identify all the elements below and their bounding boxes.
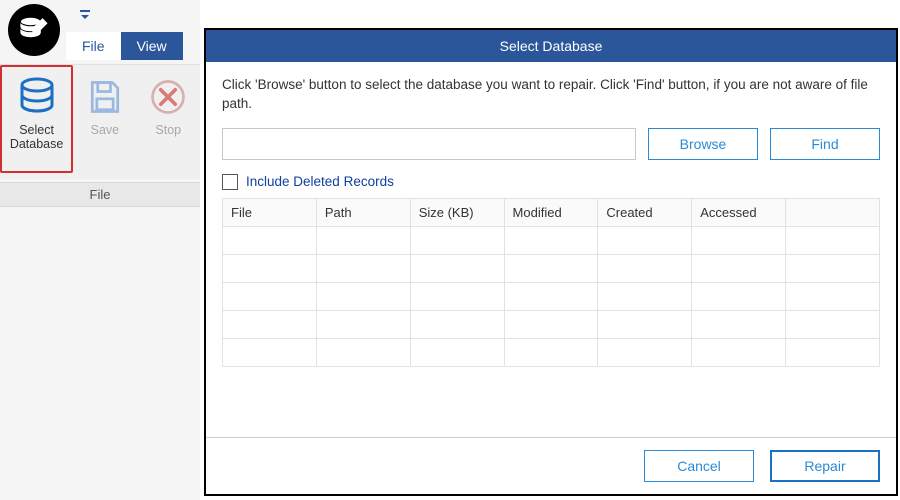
table-cell (786, 282, 880, 310)
table-cell (504, 226, 598, 254)
table-cell (410, 338, 504, 366)
table-cell (598, 226, 692, 254)
table-cell (598, 310, 692, 338)
table-cell (316, 282, 410, 310)
col-modified[interactable]: Modified (504, 198, 598, 226)
table-cell (504, 254, 598, 282)
save-label: Save (73, 123, 136, 137)
stop-button: Stop (137, 65, 200, 137)
database-repair-icon (17, 13, 51, 47)
col-accessed[interactable]: Accessed (692, 198, 786, 226)
table-cell (316, 254, 410, 282)
find-button[interactable]: Find (770, 128, 880, 160)
table-cell (786, 226, 880, 254)
tab-view[interactable]: View (121, 32, 183, 60)
table-cell (223, 226, 317, 254)
table-cell (504, 310, 598, 338)
ribbon-group-label: File (0, 182, 200, 207)
include-deleted-row[interactable]: Include Deleted Records (222, 174, 880, 190)
table-row[interactable] (223, 226, 880, 254)
include-deleted-checkbox[interactable] (222, 174, 238, 190)
table-cell (504, 282, 598, 310)
table-cell (786, 338, 880, 366)
table-cell (316, 310, 410, 338)
database-icon (15, 75, 59, 119)
table-cell (692, 338, 786, 366)
select-database-label2: Database (2, 137, 71, 151)
table-cell (598, 254, 692, 282)
table-cell (223, 338, 317, 366)
select-database-label1: Select (2, 123, 71, 137)
browse-button[interactable]: Browse (648, 128, 758, 160)
table-cell (410, 282, 504, 310)
table-cell (223, 282, 317, 310)
table-cell (223, 254, 317, 282)
table-row[interactable] (223, 310, 880, 338)
stop-label: Stop (137, 123, 200, 137)
table-cell (598, 282, 692, 310)
dialog-instruction: Click 'Browse' button to select the data… (222, 76, 880, 114)
include-deleted-label: Include Deleted Records (246, 174, 394, 189)
stop-icon (146, 75, 190, 119)
table-row[interactable] (223, 338, 880, 366)
dialog-body: Click 'Browse' button to select the data… (206, 62, 896, 437)
col-created[interactable]: Created (598, 198, 692, 226)
col-path[interactable]: Path (316, 198, 410, 226)
table-cell (598, 338, 692, 366)
table-cell (786, 310, 880, 338)
table-cell (786, 254, 880, 282)
database-path-input[interactable] (222, 128, 636, 160)
table-row[interactable] (223, 282, 880, 310)
repair-button[interactable]: Repair (770, 450, 880, 482)
qat-dropdown-icon[interactable] (78, 8, 92, 22)
table-cell (410, 254, 504, 282)
results-table: File Path Size (KB) Modified Created Acc… (222, 198, 880, 367)
select-database-button[interactable]: Select Database (0, 65, 73, 173)
table-cell (692, 310, 786, 338)
save-icon (83, 75, 127, 119)
table-cell (223, 310, 317, 338)
table-cell (692, 282, 786, 310)
table-cell (410, 226, 504, 254)
table-cell (504, 338, 598, 366)
table-header-row: File Path Size (KB) Modified Created Acc… (223, 198, 880, 226)
app-logo (8, 4, 60, 56)
results-tbody (223, 226, 880, 366)
col-extra[interactable] (786, 198, 880, 226)
table-cell (692, 254, 786, 282)
save-button: Save (73, 65, 136, 137)
dialog-title: Select Database (206, 30, 896, 62)
ribbon-group-file: Select Database Save Stop (0, 64, 200, 179)
tab-file[interactable]: File (66, 32, 121, 60)
table-row[interactable] (223, 254, 880, 282)
ribbon-tabs: File View (66, 32, 183, 60)
cancel-button[interactable]: Cancel (644, 450, 754, 482)
select-database-dialog: Select Database Click 'Browse' button to… (204, 28, 898, 496)
path-row: Browse Find (222, 128, 880, 160)
table-cell (316, 338, 410, 366)
dialog-footer: Cancel Repair (206, 437, 896, 494)
table-cell (410, 310, 504, 338)
table-cell (692, 226, 786, 254)
col-file[interactable]: File (223, 198, 317, 226)
ribbon-area: File View Select Database (0, 0, 200, 500)
col-size[interactable]: Size (KB) (410, 198, 504, 226)
table-cell (316, 226, 410, 254)
